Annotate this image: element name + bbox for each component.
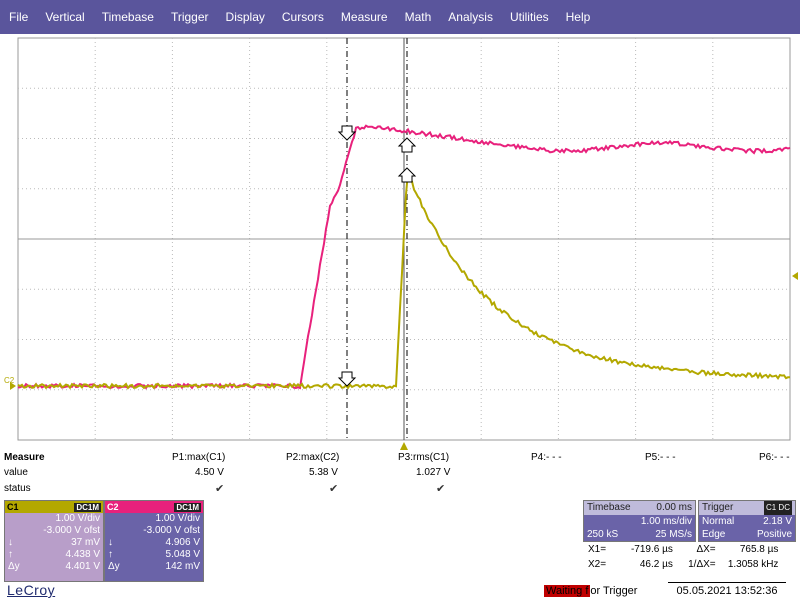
waveform-display[interactable]: C2 — [0, 34, 800, 450]
measure-param-name[interactable]: P6:- - - — [759, 452, 790, 463]
c2-dy-value: 142 mV — [120, 561, 200, 573]
trace-label-c2: C2 — [4, 376, 14, 385]
measure-table[interactable]: Measure value status P1:max(C1) 4.50 V ✔ P2… — [0, 450, 800, 500]
c1-coupling: DC1M — [74, 503, 101, 512]
menu-vertical[interactable]: Vertical — [36, 0, 92, 34]
c2-coupling: DC1M — [174, 503, 201, 512]
menu-display[interactable]: Display — [217, 0, 273, 34]
timebase-samples: 250 kS — [587, 528, 618, 541]
menu-timebase[interactable]: Timebase — [93, 0, 162, 34]
x1-label: X1= — [588, 544, 606, 555]
x1-value: -719.6 µs — [609, 544, 673, 555]
inv-dx-value: 1.3058 kHz — [718, 559, 778, 570]
x2-value: 46.2 µs — [609, 559, 673, 570]
inv-dx-label: 1/ΔX= — [676, 559, 716, 570]
check-icon: ✔ — [436, 482, 445, 495]
cursor-marker-icon — [399, 138, 415, 152]
measure-param-name[interactable]: P2:max(C2) — [286, 452, 339, 463]
status-text-highlight: Waiting f — [544, 585, 590, 597]
measure-row-value-label: value — [4, 467, 28, 478]
menu-trigger[interactable]: Trigger — [162, 0, 217, 34]
c1-dy-value: 4.401 V — [20, 561, 100, 573]
c2-up-value: 5.048 V — [113, 549, 200, 561]
timebase-label: Timebase — [587, 501, 631, 515]
trigger-slope: Positive — [757, 528, 792, 541]
measure-param-value: 5.38 V — [309, 467, 338, 478]
cursor-readout-x2: X2= 46.2 µs 1/ΔX= 1.3058 kHz — [588, 559, 778, 570]
measure-param-name[interactable]: P5:- - - — [645, 452, 676, 463]
menu-help[interactable]: Help — [557, 0, 599, 34]
measure-param-name[interactable]: P4:- - - — [531, 452, 562, 463]
graticule — [0, 34, 800, 450]
trigger-source: C1 DC — [764, 501, 792, 515]
timebase-rate: 25 MS/s — [655, 528, 692, 541]
trigger-descriptor[interactable]: Trigger C1 DC Normal 2.18 V Edge Positive — [698, 500, 796, 542]
c1-dy-label: Δy — [8, 561, 20, 573]
x2-label: X2= — [588, 559, 606, 570]
menu-cursors[interactable]: Cursors — [273, 0, 332, 34]
c2-down-value: 4.906 V — [113, 537, 200, 549]
measure-param-value: 4.50 V — [195, 467, 224, 478]
c1-label: C1 — [7, 502, 19, 512]
channel-c2-descriptor[interactable]: C2 DC1M 1.00 V/div -3.000 V ofst ↓ 4.906 V… — [104, 500, 204, 582]
c2-label: C2 — [107, 502, 119, 512]
menu-math[interactable]: Math — [396, 0, 440, 34]
measure-param-name[interactable]: P3:rms(C1) — [398, 452, 449, 463]
lecroy-logo: LeCroy — [7, 582, 55, 598]
menu-bar: File Vertical Timebase Trigger Display Cursor… — [0, 0, 800, 34]
cursor-readout-x1: X1= -719.6 µs ΔX= 765.8 µs — [588, 544, 778, 555]
c1-offset: -3.000 V ofst — [8, 525, 100, 537]
trigger-position-icon — [400, 442, 408, 450]
menu-analysis[interactable]: Analysis — [439, 0, 501, 34]
date-time: 05.05.2021 13:52:36 — [668, 582, 786, 597]
c2-vdiv: 1.00 V/div — [108, 513, 200, 525]
trigger-mode: Normal — [702, 515, 734, 528]
dx-value: 765.8 µs — [718, 544, 778, 555]
trigger-label: Trigger — [702, 501, 733, 515]
menu-file[interactable]: File — [0, 0, 36, 34]
status-text-rest: or Trigger — [590, 585, 637, 597]
c1-down-value: 37 mV — [13, 537, 100, 549]
acquisition-status: Waiting f or Trigger — [544, 584, 637, 598]
measure-param-value: 1.027 V — [416, 467, 450, 478]
measure-param-name[interactable]: P1:max(C1) — [172, 452, 225, 463]
trigger-level-icon — [792, 272, 798, 280]
menu-utilities[interactable]: Utilities — [501, 0, 557, 34]
c2-offset: -3.000 V ofst — [108, 525, 200, 537]
c2-dy-label: Δy — [108, 561, 120, 573]
measure-title: Measure — [4, 452, 45, 463]
check-icon: ✔ — [215, 482, 224, 495]
measure-row-status-label: status — [4, 483, 31, 494]
check-icon: ✔ — [329, 482, 338, 495]
trigger-type: Edge — [702, 528, 725, 541]
c1-vdiv: 1.00 V/div — [8, 513, 100, 525]
c1-up-value: 4.438 V — [13, 549, 100, 561]
dx-label: ΔX= — [676, 544, 716, 555]
trigger-level: 2.18 V — [763, 515, 792, 528]
timebase-tdiv: 1.00 ms/div — [641, 515, 692, 528]
cursor-marker-icon — [339, 372, 355, 386]
timebase-delay: 0.00 ms — [656, 501, 692, 515]
timebase-descriptor[interactable]: Timebase 0.00 ms 1.00 ms/div 250 kS 25 MS/… — [583, 500, 696, 542]
cursor-marker-icon — [399, 168, 415, 182]
channel-c1-descriptor[interactable]: C1 DC1M 1.00 V/div -3.000 V ofst ↓ 37 mV ↑… — [4, 500, 104, 582]
menu-measure[interactable]: Measure — [332, 0, 396, 34]
